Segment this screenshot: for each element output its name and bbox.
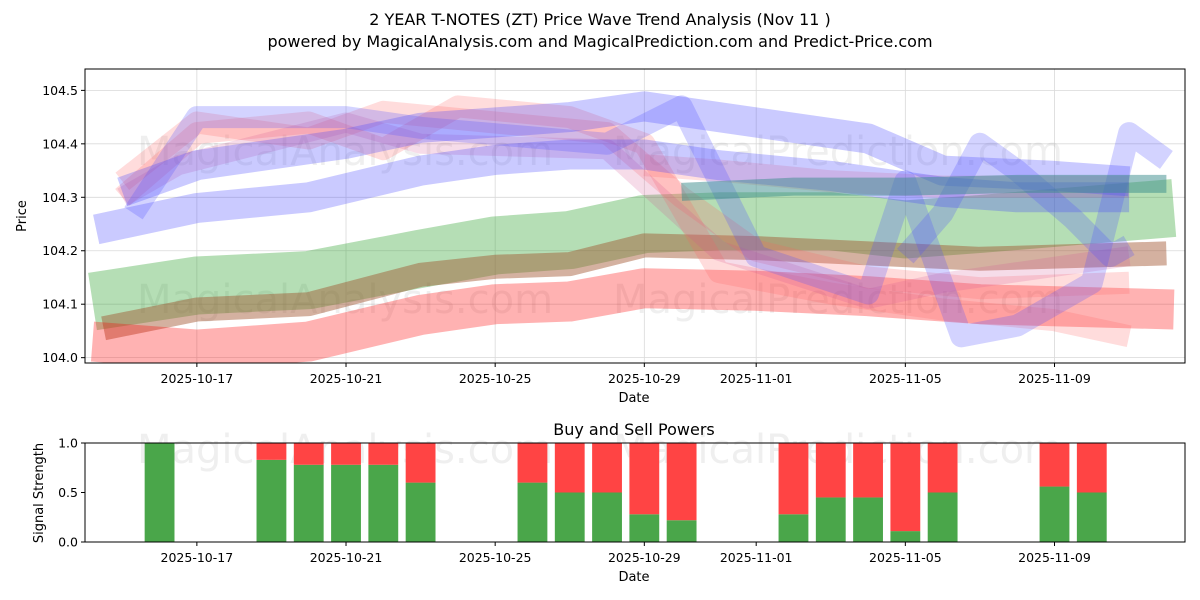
- sell-bar: [517, 443, 548, 483]
- buy-bar: [1076, 492, 1107, 542]
- sell-bar: [778, 443, 809, 515]
- wave-band-8: [117, 91, 1131, 207]
- power-x-ticks: 2025-10-17 2025-10-21 2025-10-25 2025-10-29…: [161, 542, 1091, 565]
- sell-bar: [1076, 443, 1107, 493]
- wave-band-2: [101, 233, 1167, 341]
- power-x-tick-label: 2025-10-29: [608, 550, 681, 565]
- price-grid: [85, 69, 1185, 363]
- buy-bar: [629, 514, 660, 542]
- sell-bar: [256, 443, 287, 460]
- sell-bar: [666, 443, 697, 521]
- sell-bar: [815, 443, 846, 498]
- power-y-tick-label: 1.0: [58, 436, 78, 451]
- price-x-tick-label: 2025-11-01: [720, 371, 793, 386]
- wave-band-11: [897, 132, 1135, 268]
- buy-bar: [666, 520, 697, 542]
- sell-bar: [331, 443, 361, 465]
- price-x-tick-label: 2025-11-09: [1018, 371, 1091, 386]
- price-wave-series: [88, 91, 1177, 363]
- wave-band-7: [117, 112, 1131, 309]
- price-x-tick-label: 2025-11-05: [869, 371, 942, 386]
- wave-band-12: [681, 174, 1167, 201]
- buy-bar: [927, 492, 958, 542]
- price-x-tick-label: 2025-10-21: [310, 371, 383, 386]
- power-y-label: Signal Strength: [32, 443, 47, 543]
- power-y-ticks: 0.0 0.5 1.0: [58, 436, 85, 550]
- power-bars: [144, 443, 1107, 542]
- sell-bar: [554, 443, 585, 493]
- sell-bar: [853, 443, 883, 498]
- price-x-tick-label: 2025-10-25: [459, 371, 532, 386]
- buy-bar: [1039, 486, 1070, 542]
- buy-bar: [517, 482, 548, 542]
- buy-bar: [368, 464, 399, 542]
- sell-bar: [890, 443, 921, 532]
- power-y-tick-label: 0.5: [58, 485, 78, 500]
- watermark-analysis-mid: MagicalAnalysis.com: [137, 277, 553, 323]
- price-x-tick-label: 2025-10-29: [608, 371, 681, 386]
- buy-bar: [815, 497, 846, 542]
- buy-bar: [331, 464, 361, 542]
- buy-bar: [592, 492, 622, 542]
- buy-bar: [405, 482, 436, 542]
- power-x-tick-label: 2025-11-05: [869, 550, 942, 565]
- wave-band-3: [90, 268, 1175, 363]
- buy-bar: [293, 464, 324, 542]
- sell-bar: [1039, 443, 1070, 487]
- buy-bar: [853, 497, 883, 542]
- price-x-ticks: 2025-10-17 2025-10-21 2025-10-25 2025-10-29…: [161, 363, 1091, 386]
- price-x-label: Date: [618, 391, 649, 406]
- price-x-tick-label: 2025-10-17: [161, 371, 234, 386]
- sell-bar: [592, 443, 622, 493]
- price-y-tick-label: 104.5: [42, 83, 78, 98]
- buy-bar: [144, 443, 175, 542]
- wave-band-1: [88, 179, 1177, 331]
- price-y-tick-label: 104.2: [42, 243, 78, 258]
- price-y-tick-label: 104.0: [42, 350, 78, 365]
- watermark-prediction-top: MagicalPrediction.com: [613, 129, 1063, 175]
- watermark-prediction-mid: MagicalPrediction.com: [613, 277, 1063, 323]
- power-x-tick-label: 2025-11-09: [1018, 550, 1091, 565]
- power-x-tick-label: 2025-10-17: [161, 550, 234, 565]
- price-watermarks: MagicalAnalysis.com MagicalPrediction.co…: [137, 129, 1063, 323]
- wave-band-10: [124, 95, 1173, 348]
- wave-band-4: [115, 95, 1132, 348]
- chart-subtitle: powered by MagicalAnalysis.com and Magic…: [267, 32, 932, 51]
- price-plot-frame: [84, 68, 1186, 364]
- power-y-tick-label: 0.0: [58, 535, 78, 550]
- price-y-tick-label: 104.1: [42, 297, 78, 312]
- power-title: Buy and Sell Powers: [553, 420, 715, 439]
- price-y-tick-label: 104.3: [42, 190, 78, 205]
- chart-title: 2 YEAR T-NOTES (ZT) Price Wave Trend Ana…: [369, 10, 831, 29]
- price-y-label: Price: [15, 200, 30, 232]
- price-y-ticks: 104.0 104.1 104.2 104.3 104.4 104.5: [42, 83, 85, 365]
- buy-bar: [554, 492, 585, 542]
- sell-bar: [927, 443, 958, 493]
- buy-bar: [890, 531, 921, 542]
- watermark-analysis-top: MagicalAnalysis.com: [137, 129, 553, 175]
- price-y-tick-label: 104.4: [42, 136, 78, 151]
- buy-bar: [778, 514, 809, 542]
- sell-bar: [629, 443, 660, 515]
- sell-bar: [293, 443, 324, 465]
- sell-bar: [405, 443, 436, 483]
- power-x-tick-label: 2025-10-25: [459, 550, 532, 565]
- power-x-tick-label: 2025-10-21: [310, 550, 383, 565]
- power-x-tick-label: 2025-11-01: [720, 550, 793, 565]
- sell-bar: [368, 443, 399, 465]
- wave-band-5: [115, 100, 1130, 300]
- buy-bar: [256, 459, 287, 542]
- power-x-label: Date: [618, 570, 649, 585]
